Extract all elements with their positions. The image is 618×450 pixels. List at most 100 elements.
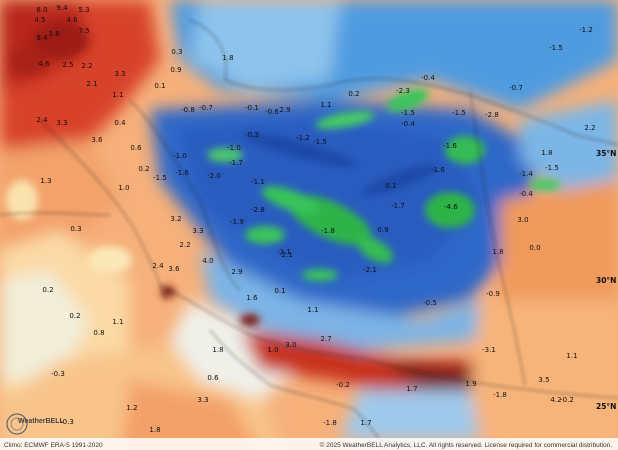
anomaly-value-label: -0.4 <box>401 120 415 128</box>
anomaly-value-label: 1.8 <box>492 248 503 256</box>
latitude-label: 35°N <box>596 149 616 158</box>
anomaly-value-label: -1.5 <box>545 164 559 172</box>
logo-text: WeatherBELL <box>18 418 64 425</box>
anomaly-value-label: 1.3 <box>40 177 51 185</box>
latitude-label: 30°N <box>596 276 616 285</box>
anomaly-value-label: 1.9 <box>465 380 476 388</box>
anomaly-value-label: -1.2 <box>296 134 310 142</box>
anomaly-value-label: -0.3 <box>60 418 74 426</box>
anomaly-value-label: -1.5 <box>452 109 466 117</box>
anomaly-value-label: 0.2 <box>348 90 359 98</box>
anomaly-value-label: 4.0 <box>202 257 213 265</box>
anomaly-value-label: 0.9 <box>377 226 388 234</box>
anomaly-value-label: -1.5 <box>549 44 563 52</box>
anomaly-value-label: -0.5 <box>423 299 437 307</box>
anomaly-value-label: -1.8 <box>323 419 337 427</box>
anomaly-value-label: 0.1 <box>274 287 285 295</box>
anomaly-value-label: -1.4 <box>519 170 533 178</box>
anomaly-value-label: 0.3 <box>70 225 81 233</box>
anomaly-value-label: -0.3 <box>245 131 259 139</box>
anomaly-value-label: 0.1 <box>385 182 396 190</box>
anomaly-value-label: -2.0 <box>207 172 221 180</box>
anomaly-value-label: -1.7 <box>229 159 243 167</box>
anomaly-value-label: -1.5 <box>401 109 415 117</box>
anomaly-value-label: 8.0 <box>36 6 47 14</box>
anomaly-value-label: -1.5 <box>153 174 167 182</box>
anomaly-value-label: -1.8 <box>321 227 335 235</box>
anomaly-value-label: 1.0 <box>118 184 129 192</box>
anomaly-value-label: 3.3 <box>56 119 67 127</box>
anomaly-value-label: 1.0 <box>267 346 278 354</box>
anomaly-value-label: 3.8 <box>48 30 59 38</box>
anomaly-value-label: -3.1 <box>277 248 291 256</box>
anomaly-value-label: 1.7 <box>406 385 417 393</box>
anomaly-value-label: 1.1 <box>566 352 577 360</box>
anomaly-value-label: -2.1 <box>279 251 293 259</box>
anomaly-value-label: 2.2 <box>584 124 595 132</box>
anomaly-value-label: 1.1 <box>112 91 123 99</box>
anomaly-value-label: -0.7 <box>509 84 523 92</box>
anomaly-value-label: 1.1 <box>112 318 123 326</box>
anomaly-value-label: 3.5 <box>538 376 549 384</box>
anomaly-value-label: 0.3 <box>171 48 182 56</box>
anomaly-value-label: 4.2 <box>550 396 561 404</box>
anomaly-detail <box>6 22 561 326</box>
anomaly-value-label: 4.6 <box>38 60 50 68</box>
anomaly-value-label: 3.0 <box>517 216 528 224</box>
anomaly-value-label: -0.2 <box>336 381 350 389</box>
anomaly-value-label: 2.1 <box>86 80 97 88</box>
anomaly-value-label: -1.8 <box>493 391 507 399</box>
anomaly-value-label: 2.4 <box>152 262 164 270</box>
value-labels: 8.0 9.4 5.34.5 4.67.58.4 3.84.6 2.5 2.23.32.11… <box>34 4 595 434</box>
anomaly-value-label: 9.4 <box>56 4 68 12</box>
anomaly-value-label: 2.2 <box>179 241 190 249</box>
anomaly-value-label: 1.7 <box>360 419 371 427</box>
anomaly-value-label: 3.0 <box>285 341 296 349</box>
anomaly-value-label: 2.9 <box>231 268 242 276</box>
anomaly-value-label: -1.0 <box>227 144 241 152</box>
anomaly-value-label: 3.6 <box>91 136 103 144</box>
anomaly-value-label: -1.7 <box>391 202 405 210</box>
anomaly-value-label: -0.4 <box>519 190 533 198</box>
weatherbell-logo: WeatherBELL <box>6 411 66 437</box>
anomaly-value-label: -1.6 <box>431 166 445 174</box>
anomaly-value-label: -4.6 <box>444 203 458 211</box>
anomaly-value-label: -0.2 <box>560 396 574 404</box>
anomaly-value-label: -2.8 <box>251 206 265 214</box>
anomaly-value-label: 1.8 <box>541 149 552 157</box>
climo-source-label: Climo: ECMWF ERA-5 1991-2020 <box>4 442 103 449</box>
anomaly-value-label: 0.9 <box>170 66 181 74</box>
anomaly-value-label: 1.6 <box>246 294 258 302</box>
anomaly-value-label: 4.6 <box>66 16 78 24</box>
anomaly-value-label: 1.8 <box>222 54 233 62</box>
anomaly-value-label: 0.8 <box>93 329 104 337</box>
anomaly-value-label: -2.1 <box>363 266 377 274</box>
anomaly-value-label: -1.0 <box>173 152 187 160</box>
latitude-label: 25°N <box>596 402 616 411</box>
anomaly-value-label: 0.1 <box>154 82 165 90</box>
attribution-bar: Climo: ECMWF ERA-5 1991-2020 © 2025 Weat… <box>0 438 618 450</box>
anomaly-value-label: -1.6 <box>443 142 457 150</box>
anomaly-value-label: -0.1 <box>245 104 259 112</box>
anomaly-value-label: 0.6 <box>130 144 142 152</box>
anomaly-value-label: 2.4 <box>36 116 48 124</box>
anomaly-value-label: 0.2 <box>42 286 53 294</box>
anomaly-value-label: 3.3 <box>114 70 125 78</box>
anomaly-value-label: -0.6 <box>265 108 279 116</box>
anomaly-value-label: -0.8 <box>181 106 195 114</box>
anomaly-value-label: 3.6 <box>168 265 180 273</box>
latitude-labels: 35°N 30°N 25°N <box>596 149 616 411</box>
anomaly-value-label: -0.9 <box>486 290 500 298</box>
anomaly-value-label: 0.0 <box>529 244 540 252</box>
anomaly-value-label: -0.4 <box>421 74 435 82</box>
anomaly-value-label: 1.8 <box>149 426 160 434</box>
anomaly-value-label: 0.4 <box>114 119 126 127</box>
anomaly-value-label: -1.9 <box>230 218 244 226</box>
anomaly-value-label: 2.2 <box>81 62 92 70</box>
anomaly-value-label: 3.3 <box>197 396 208 404</box>
borders <box>0 19 618 450</box>
anomaly-value-label: 2.5 <box>62 61 73 69</box>
anomaly-value-label: 5.3 <box>78 6 89 14</box>
